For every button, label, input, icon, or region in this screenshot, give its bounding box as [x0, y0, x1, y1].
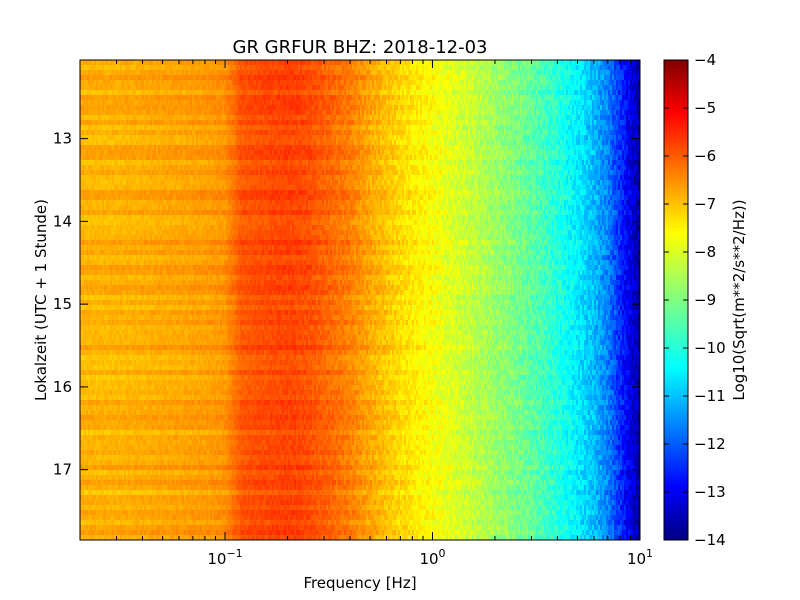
chart-title: GR GRFUR BHZ: 2018-12-03: [233, 37, 488, 58]
plot-frame: [79, 59, 641, 541]
colorbar-tick-label: −10: [694, 339, 726, 357]
heatmap-area: [79, 59, 641, 541]
colorbar: −4 −5 −6 −7 −8 −9 −10 −11 −12 −13 −14 Log10(Sqrt(m…: [663, 51, 748, 549]
y-axis: 13 14 15 16 17: [53, 130, 640, 479]
colorbar-label: Log10(Sqrt(m**2/s**2/Hz)): [730, 199, 748, 400]
colorbar-tick-label: −5: [694, 99, 716, 117]
x-tick-label: 10−1: [207, 547, 242, 568]
colorbar-tick-label: −8: [694, 243, 716, 261]
colorbar-tick-label: −14: [694, 531, 726, 549]
x-axis: 10−1 100 101: [116, 60, 653, 568]
colorbar-tick-label: −6: [694, 147, 716, 165]
y-tick-label: 15: [53, 295, 72, 313]
y-tick-label: 17: [53, 461, 72, 479]
colorbar-ticks: −4 −5 −6 −7 −8 −9 −10 −11 −12 −13 −14: [664, 51, 726, 549]
x-tick-label: 100: [419, 547, 445, 568]
x-axis-label: Frequency [Hz]: [303, 574, 416, 592]
y-axis-label: Lokalzeit (UTC + 1 Stunde): [32, 199, 50, 401]
y-tick-label: 16: [53, 378, 72, 396]
colorbar-tick-label: −13: [694, 483, 726, 501]
y-tick-label: 14: [53, 212, 72, 230]
colorbar-tick-label: −9: [694, 291, 716, 309]
colorbar-tick-label: −7: [694, 195, 716, 213]
y-tick-label: 13: [53, 130, 72, 148]
colorbar-tick-label: −4: [694, 51, 716, 69]
spectrogram-heatmap: [80, 60, 640, 540]
colorbar-tick-label: −11: [694, 387, 726, 405]
colorbar-tick-label: −12: [694, 435, 726, 453]
x-tick-label: 101: [627, 547, 653, 568]
